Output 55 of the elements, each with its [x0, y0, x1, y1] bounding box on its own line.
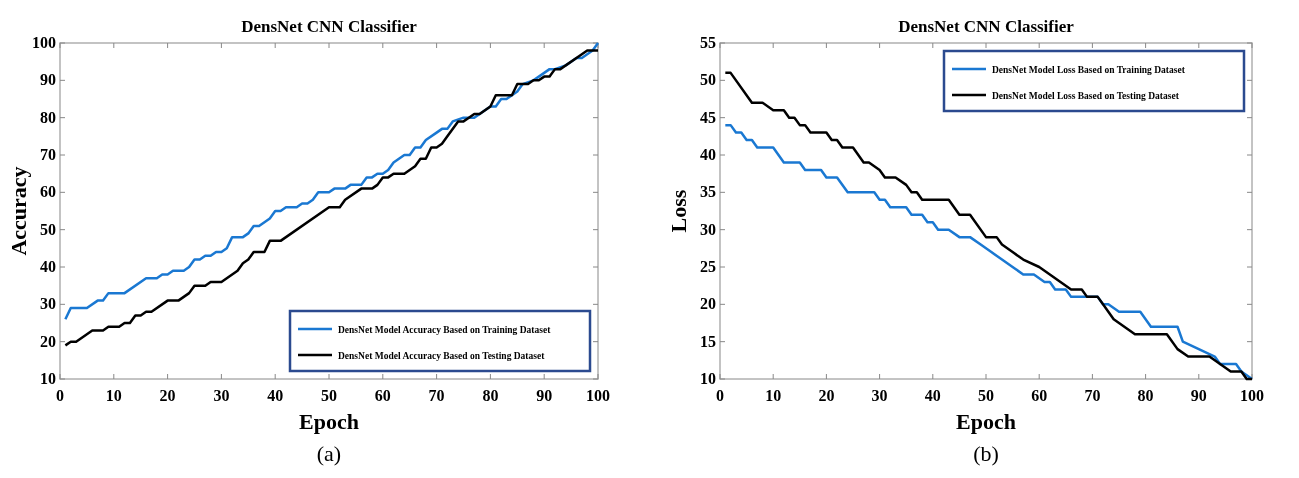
x-tick-label: 50: [321, 387, 337, 404]
y-tick-label: 20: [40, 332, 56, 350]
y-tick-label: 35: [700, 183, 716, 201]
y-tick-label: 100: [32, 34, 56, 51]
y-tick-label: 10: [700, 370, 716, 387]
y-tick-label: 80: [40, 108, 56, 126]
y-axis-title: Accuracy: [6, 166, 31, 256]
x-tick-label: 70: [1084, 387, 1101, 404]
x-tick-label: 30: [871, 387, 888, 404]
y-tick-label: 55: [700, 34, 716, 51]
y-tick-label: 30: [700, 220, 716, 238]
x-axis-title: Epoch: [299, 409, 359, 434]
legend-label: DensNet Model Loss Based on Training Dataset: [992, 65, 1186, 75]
y-tick-label: 25: [700, 258, 716, 275]
x-tick-label: 0: [716, 387, 724, 404]
x-tick-label: 100: [586, 387, 610, 404]
x-tick-label: 10: [765, 387, 782, 404]
x-tick-label: 40: [267, 387, 284, 404]
x-tick-label: 40: [924, 387, 941, 404]
x-tick-label: 0: [56, 387, 64, 404]
y-tick-label: 60: [40, 183, 56, 201]
y-tick-label: 45: [700, 108, 716, 126]
line-series: [724, 123, 1254, 381]
text: (a): [316, 441, 342, 466]
chart-title: DensNet CNN Classifier: [241, 17, 418, 36]
chart-title: DensNet CNN Classifier: [898, 17, 1075, 36]
x-tick-label: 90: [536, 387, 553, 404]
y-tick-label: 70: [40, 146, 56, 163]
x-tick-label: 80: [482, 387, 499, 404]
x-axis-title: Epoch: [956, 409, 1016, 434]
x-tick-label: 70: [428, 387, 445, 404]
x-tick-label: 90: [1190, 387, 1207, 404]
x-tick-label: 30: [213, 387, 230, 404]
x-tick-label: 20: [818, 387, 835, 404]
y-tick-label: 50: [700, 71, 716, 89]
y-tick-label: 40: [40, 258, 56, 275]
x-tick-label: 80: [1137, 387, 1154, 404]
y-tick-label: 15: [700, 332, 716, 350]
x-tick-label: 100: [1240, 387, 1264, 404]
y-tick-label: 90: [40, 71, 56, 89]
x-tick-label: 60: [374, 387, 391, 404]
legend-label: DensNet Model Loss Based on Testing Dataset: [992, 91, 1180, 101]
y-tick-label: 40: [700, 146, 716, 163]
x-tick-label: 60: [1031, 387, 1048, 404]
y-tick-label: 20: [700, 295, 716, 313]
legend-label: DensNet Model Accuracy Based on Training Dataset: [338, 325, 552, 335]
legend-label: DensNet Model Accuracy Based on Testing Dataset: [338, 351, 546, 361]
y-axis-title: Loss: [666, 189, 691, 233]
x-tick-label: 50: [978, 387, 994, 404]
y-tick-label: 10: [40, 370, 56, 387]
x-tick-label: 20: [159, 387, 176, 404]
text: (b): [973, 441, 999, 466]
y-tick-label: 30: [40, 295, 56, 313]
x-tick-label: 10: [105, 387, 122, 404]
y-tick-label: 50: [40, 220, 56, 238]
